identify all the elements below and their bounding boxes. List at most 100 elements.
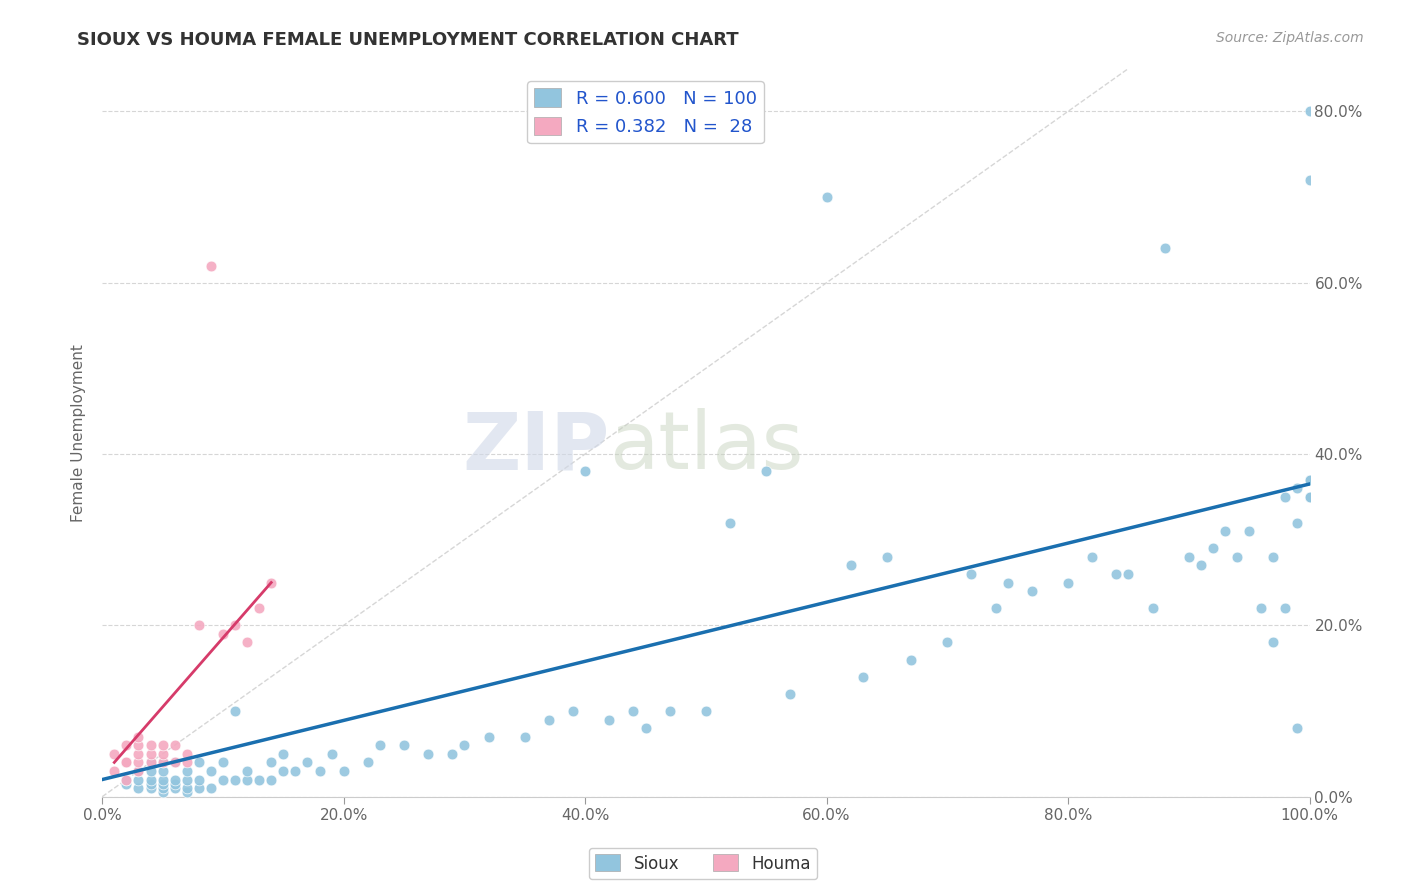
Point [152,785,174,799]
Point [212,756,235,770]
Point [308,764,330,778]
Point [152,747,174,761]
Point [1298,473,1320,487]
Point [477,730,499,744]
Point [271,764,294,778]
Legend: Sioux, Houma: Sioux, Houma [589,847,817,880]
Point [1298,104,1320,119]
Point [574,464,596,478]
Point [598,713,620,727]
Point [200,781,222,796]
Point [139,772,162,787]
Point [332,764,354,778]
Point [152,756,174,770]
Point [718,516,741,530]
Point [139,777,162,791]
Point [1263,635,1285,649]
Point [1178,549,1201,564]
Point [247,601,270,615]
Point [284,764,307,778]
Point [260,756,283,770]
Point [224,772,246,787]
Point [392,739,415,753]
Point [200,764,222,778]
Point [695,704,717,718]
Point [176,772,198,787]
Point [163,772,186,787]
Point [297,756,319,770]
Point [127,772,149,787]
Point [163,756,186,770]
Point [127,756,149,770]
Text: ZIP: ZIP [463,409,609,486]
Point [115,739,138,753]
Point [176,756,198,770]
Point [152,739,174,753]
Point [1153,241,1175,255]
Point [997,575,1019,590]
Point [271,747,294,761]
Point [1250,601,1272,615]
Point [115,756,138,770]
Text: Source: ZipAtlas.com: Source: ZipAtlas.com [1216,31,1364,45]
Point [139,747,162,761]
Point [852,670,875,684]
Point [623,704,645,718]
Point [212,627,235,641]
Point [1298,490,1320,504]
Point [163,781,186,796]
Text: SIOUX VS HOUMA FEMALE UNEMPLOYMENT CORRELATION CHART: SIOUX VS HOUMA FEMALE UNEMPLOYMENT CORRE… [77,31,740,49]
Point [176,764,198,778]
Point [139,739,162,753]
Point [755,464,778,478]
Point [139,756,162,770]
Point [187,756,209,770]
Point [224,704,246,718]
Point [1286,721,1309,735]
Point [936,635,959,649]
Point [1118,566,1140,581]
Point [1286,481,1309,495]
Point [212,772,235,787]
Point [368,739,391,753]
Point [152,764,174,778]
Point [152,777,174,791]
Point [1142,601,1164,615]
Point [960,566,983,581]
Point [815,190,838,204]
Point [187,772,209,787]
Point [1298,490,1320,504]
Point [1226,549,1249,564]
Point [1263,549,1285,564]
Point [357,756,380,770]
Point [658,704,681,718]
Point [1298,473,1320,487]
Point [1202,541,1225,556]
Point [321,747,343,761]
Text: atlas: atlas [609,409,804,486]
Point [163,739,186,753]
Point [176,781,198,796]
Point [513,730,536,744]
Point [779,687,801,701]
Point [127,781,149,796]
Point [127,739,149,753]
Point [103,764,125,778]
Point [1189,558,1212,573]
Point [115,756,138,770]
Point [1274,601,1296,615]
Point [1105,566,1128,581]
Point [236,764,259,778]
Point [1213,524,1236,538]
Point [152,772,174,787]
Point [115,772,138,787]
Point [260,575,283,590]
Point [236,635,259,649]
Point [1298,173,1320,187]
Point [1274,490,1296,504]
Point [115,777,138,791]
Point [876,549,898,564]
Point [1081,549,1104,564]
Point [247,772,270,787]
Point [1021,584,1043,599]
